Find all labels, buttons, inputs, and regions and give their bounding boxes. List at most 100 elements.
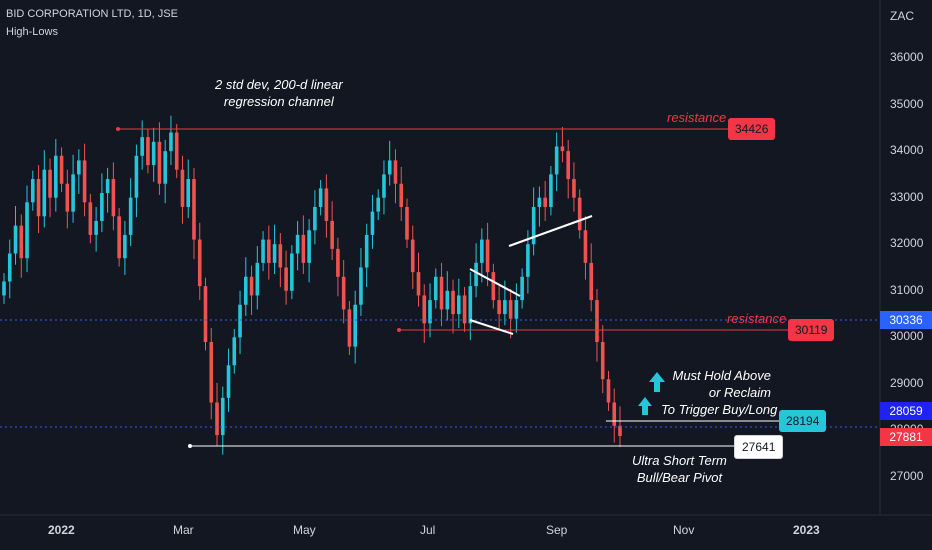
candle-body — [30, 179, 35, 203]
channel-note-line-1: 2 std dev, 200-d linear — [215, 77, 343, 92]
price-tick-label: 34000 — [890, 143, 924, 158]
time-tick-label: Jul — [420, 523, 436, 537]
candle-body — [203, 286, 208, 342]
candle-body — [284, 267, 288, 291]
candle-body — [577, 197, 582, 231]
pivot-note: Ultra Short Term Bull/Bear Pivot — [632, 452, 727, 486]
indicator-name[interactable]: High-Lows — [6, 26, 58, 38]
candle-body — [36, 179, 41, 217]
trigger-price-label: 28194 — [779, 410, 827, 432]
candle-body — [583, 230, 588, 263]
candle-body — [336, 248, 340, 277]
candle-body — [151, 141, 156, 166]
candle-body — [243, 276, 248, 305]
candle-body — [65, 183, 70, 212]
time-tick-label: Sep — [546, 523, 568, 537]
candle-body — [572, 179, 576, 198]
candle-body — [410, 239, 415, 273]
last-price-axis-tag: 27881 — [880, 428, 932, 446]
pivot-price-label: 27641 — [734, 435, 784, 459]
candle-body — [520, 276, 524, 301]
candle-body — [543, 197, 547, 207]
candle-body — [313, 206, 317, 231]
candle-body — [117, 216, 121, 259]
candle-body — [433, 276, 438, 301]
candle-body — [105, 179, 110, 194]
candle-body — [457, 295, 461, 315]
candle-body — [318, 188, 323, 207]
time-tick-label: 2022 — [48, 523, 75, 537]
candle-body — [140, 137, 144, 156]
candle-body — [226, 365, 231, 398]
candle-body — [180, 169, 185, 207]
resistance-lower-text: resistance — [727, 311, 787, 326]
candle-body — [382, 174, 386, 198]
trigger-note-line-3: To Trigger Buy/Long — [661, 402, 778, 417]
time-tick-label: May — [293, 523, 316, 537]
candle-body — [295, 234, 300, 254]
candle-body — [606, 379, 611, 403]
currency-unit: ZAC — [890, 9, 914, 23]
resistance-lower-anchor — [397, 328, 401, 332]
candle-body — [232, 337, 237, 366]
candle-body — [163, 151, 167, 184]
candle-body — [278, 244, 283, 268]
wedge-upper-trendline — [469, 268, 521, 297]
candle-body — [416, 272, 421, 296]
candle-body — [238, 304, 242, 338]
trigger-note: Must Hold Above or Reclaim To Trigger Bu… — [661, 367, 778, 418]
wedge-lower-trendline — [469, 319, 514, 335]
price-tick-label: 36000 — [890, 50, 924, 64]
candle-body — [186, 179, 191, 207]
time-tick-label: 2023 — [793, 523, 820, 537]
candle-body — [134, 155, 139, 198]
candle-body — [480, 239, 484, 263]
resistance-upper-anchor — [116, 127, 120, 131]
candle-body — [19, 225, 24, 259]
candle-body — [612, 402, 617, 426]
candle-body — [123, 234, 127, 259]
candle-body — [220, 397, 225, 436]
candle-body — [169, 132, 173, 152]
candle-body — [422, 295, 427, 324]
candle-body — [353, 304, 357, 347]
candle-body — [307, 230, 311, 263]
resistance-lower-price-label: 30119 — [788, 319, 835, 341]
candle-body — [2, 281, 6, 296]
candle-body — [514, 300, 519, 319]
candle-body — [272, 244, 277, 263]
candle-body — [77, 160, 81, 175]
breakout-trendline — [508, 215, 593, 247]
price-tick-label: 27000 — [890, 469, 924, 483]
candle-body — [59, 155, 64, 184]
candle-body — [491, 272, 496, 301]
candle-body — [261, 239, 265, 263]
candle-body — [445, 290, 450, 310]
candle-body — [324, 188, 329, 221]
blue-level-axis-tag: 28059 — [880, 402, 932, 420]
candle-body — [82, 160, 87, 203]
candle-body — [508, 300, 513, 319]
trigger-note-line-2: or Reclaim — [708, 385, 771, 400]
candle-body — [589, 262, 594, 301]
arrow-up-icon — [649, 372, 665, 392]
candle-body — [359, 267, 363, 305]
price-tick-label: 30000 — [890, 329, 924, 344]
candle-body — [94, 220, 98, 235]
candle-body — [531, 206, 536, 245]
candle-body — [174, 132, 179, 170]
channel-note-line-2: regression channel — [223, 94, 334, 109]
candle-body — [376, 197, 381, 212]
candle-body — [71, 174, 75, 212]
candle-body — [347, 309, 352, 347]
candle-body — [399, 183, 404, 207]
symbol-title[interactable]: BID CORPORATION LTD, 1D, JSE — [6, 8, 178, 20]
candle-body — [566, 151, 570, 180]
time-tick-label: Mar — [173, 523, 194, 537]
candle-body — [330, 220, 334, 249]
candle-body — [554, 146, 559, 175]
time-tick-label: Nov — [673, 523, 695, 537]
candle-body — [451, 290, 455, 315]
candle-body — [600, 341, 605, 380]
